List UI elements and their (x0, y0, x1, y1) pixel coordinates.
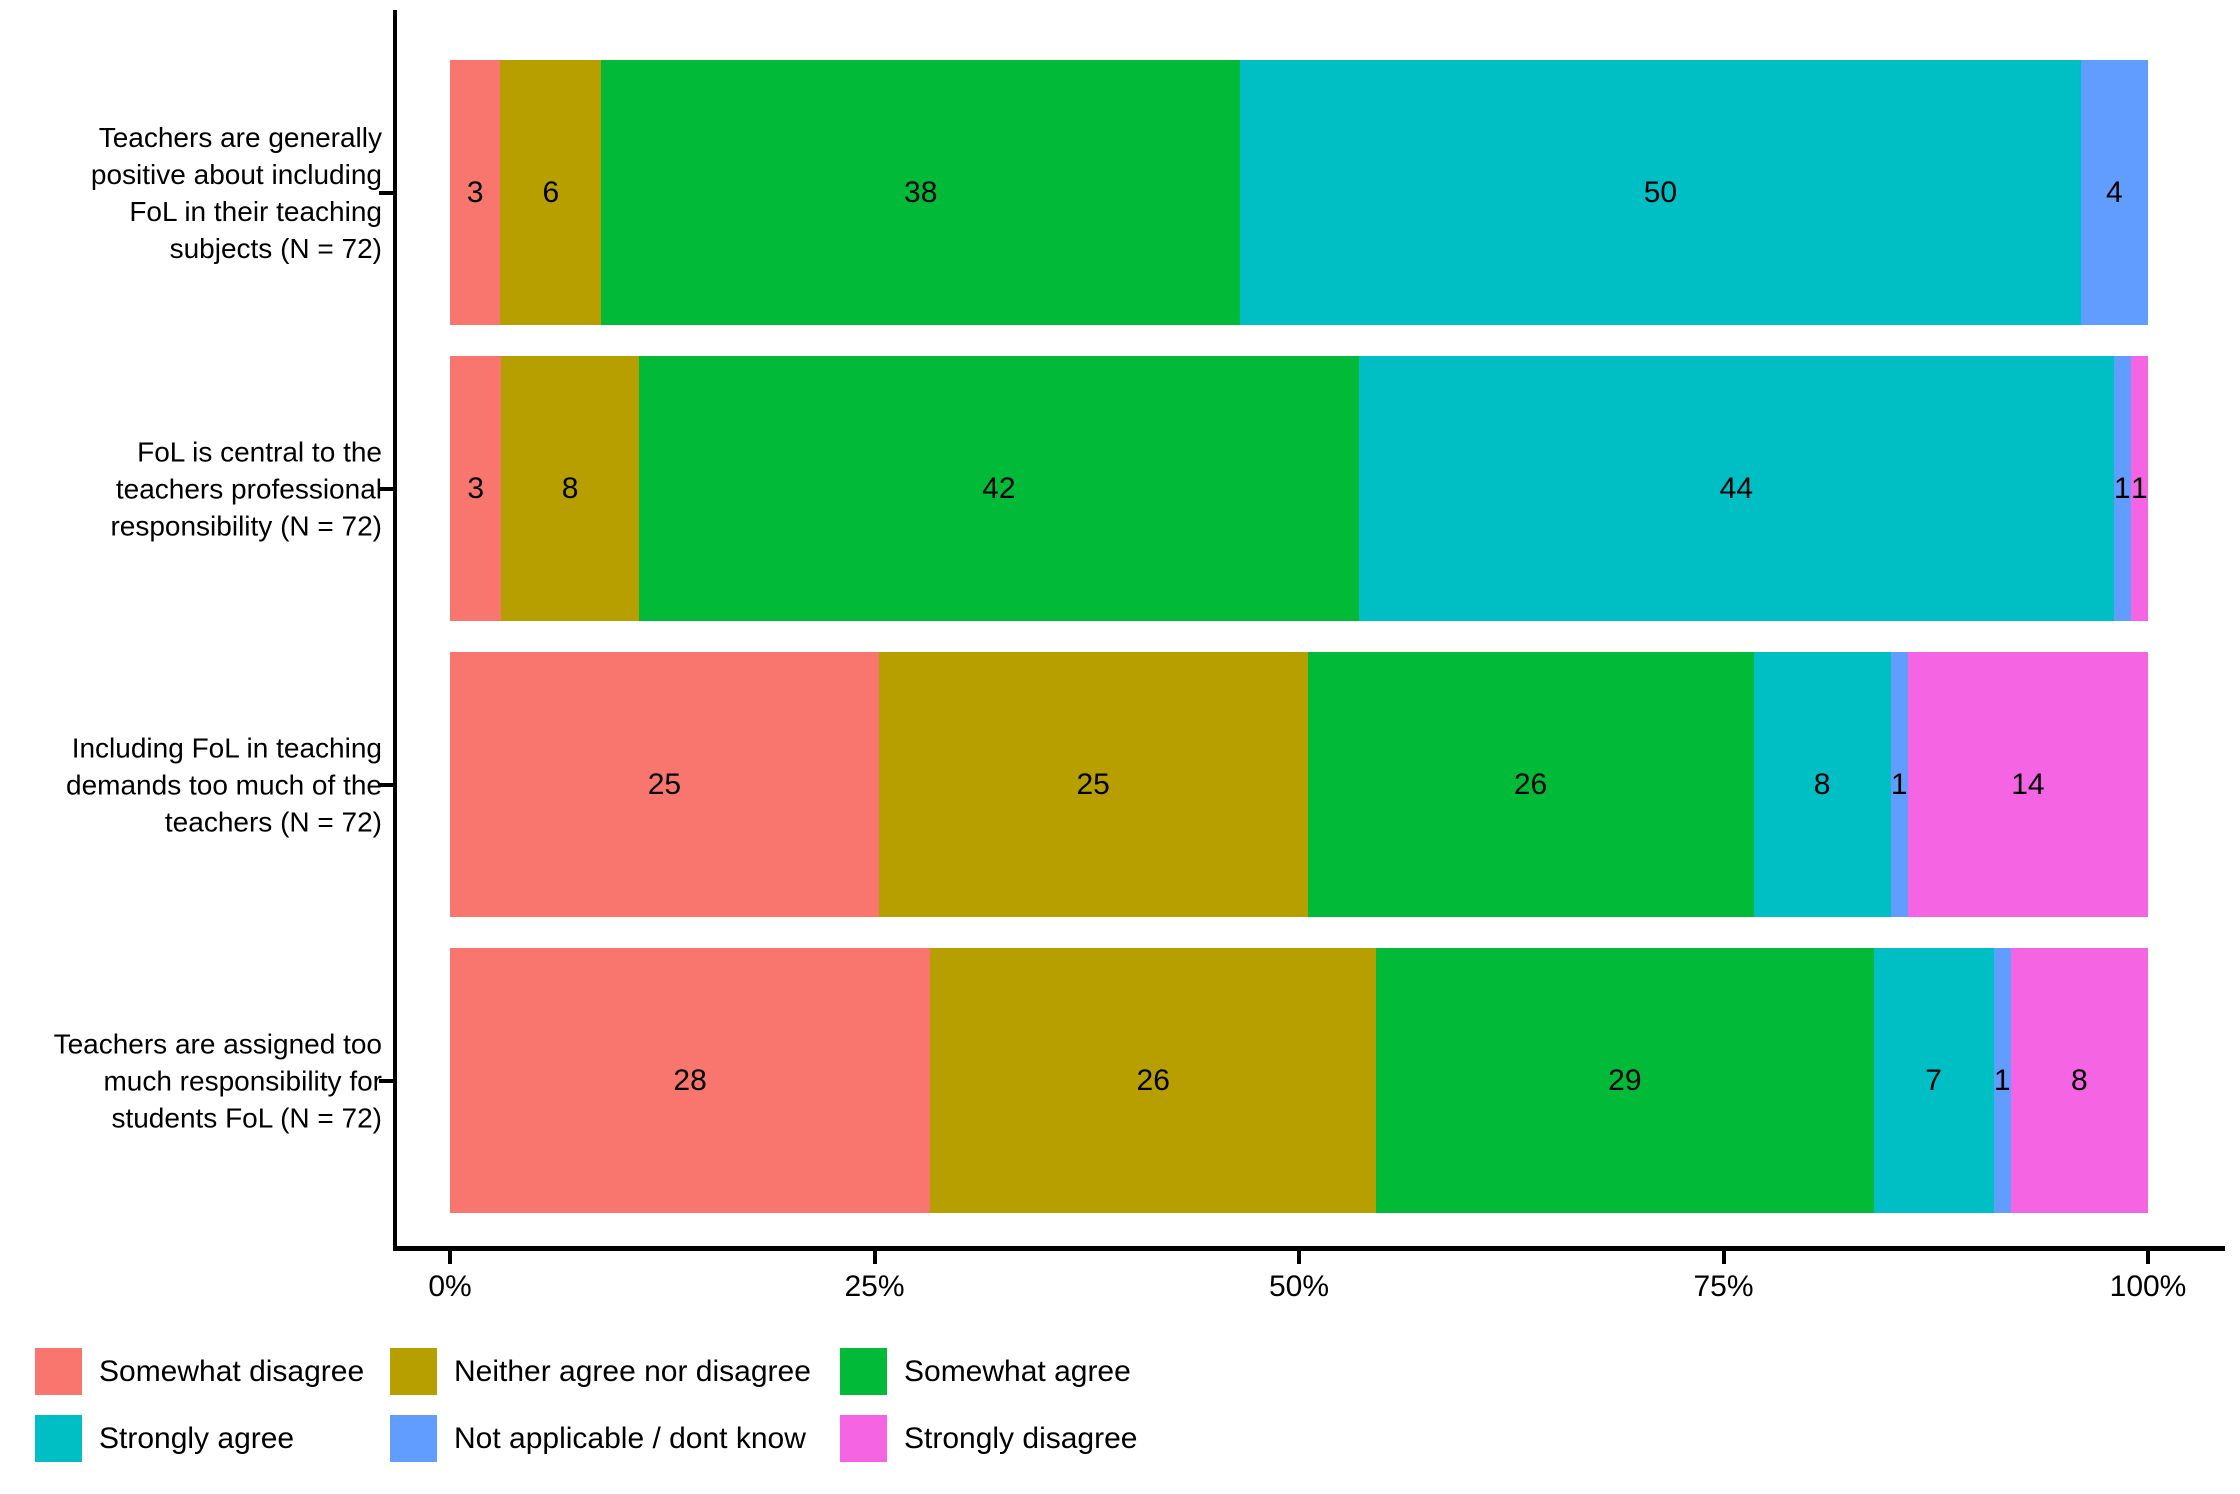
legend-item: Strongly disagree (840, 1415, 1137, 1462)
x-tick (2146, 1251, 2150, 1264)
bar-segment: 1 (2130, 356, 2148, 621)
bar-segment: 4 (2080, 60, 2148, 325)
segment-value-label: 1 (2131, 471, 2148, 505)
category-label: Teachers are generally positive about in… (90, 121, 382, 264)
bar-segment: 38 (601, 60, 1241, 325)
legend-color-swatch (390, 1415, 437, 1462)
segment-value-label: 4 (2105, 175, 2123, 209)
legend-color-swatch (390, 1348, 437, 1395)
segment-value-label: 1 (1993, 1063, 2011, 1097)
segment-value-label: 29 (1608, 1063, 1642, 1097)
segment-value-label: 14 (2011, 767, 2045, 801)
bar-segment: 28 (450, 948, 931, 1213)
bar-segment: 26 (930, 948, 1377, 1213)
category-label: Teachers are assigned too much responsib… (53, 1028, 382, 1133)
x-tick (872, 1251, 877, 1264)
legend-label: Not applicable / dont know (454, 1421, 806, 1455)
bar-row: 28 26 29 7 1 8 (450, 948, 2148, 1213)
bar-row: 25 25 26 8 1 14 (450, 652, 2148, 917)
x-tick (1297, 1251, 1301, 1264)
legend-label: Strongly agree (99, 1421, 295, 1455)
x-tick (448, 1251, 452, 1264)
legend-item: Not applicable / dont know (390, 1415, 806, 1462)
y-tick (379, 190, 393, 195)
segment-value-label: 28 (673, 1063, 707, 1097)
legend-color-swatch (840, 1415, 887, 1462)
x-tick (1721, 1251, 1726, 1264)
bar-segment: 26 (1307, 652, 1754, 917)
legend-color-swatch (35, 1415, 82, 1462)
y-axis-line (393, 10, 397, 1251)
legend-color-swatch (35, 1348, 82, 1395)
x-tick-label: 100% (2109, 1270, 2187, 1303)
category-label: FoL is central to the teachers professio… (110, 436, 382, 541)
legend-label: Neither agree nor disagree (454, 1354, 811, 1388)
segment-value-label: 26 (1136, 1063, 1170, 1097)
bar-row: 3 6 38 50 4 (450, 60, 2148, 325)
legend-item: Strongly agree (35, 1415, 294, 1462)
x-tick-label: 0% (428, 1270, 472, 1303)
legend-item: Somewhat agree (840, 1348, 1131, 1395)
segment-value-label: 8 (1813, 767, 1831, 801)
legend-color-swatch (840, 1348, 887, 1395)
segment-value-label: 25 (647, 767, 682, 801)
bar-segment: 8 (2010, 948, 2148, 1213)
legend-label: Somewhat disagree (99, 1354, 365, 1388)
bar-segment: 42 (638, 356, 1360, 621)
segment-value-label: 8 (561, 471, 579, 505)
bar-segment: 1 (1890, 652, 1908, 917)
y-tick (379, 1078, 393, 1083)
segment-value-label: 44 (1719, 471, 1754, 505)
x-tick-label: 75% (1693, 1270, 1754, 1303)
segment-value-label: 42 (982, 471, 1016, 505)
bar-row: 3 8 42 44 1 1 (450, 356, 2148, 621)
bar-segment: 44 (1359, 356, 2114, 621)
bar-segment: 7 (1873, 948, 1994, 1213)
bar-segment: 3 (450, 356, 502, 621)
bar-segment: 1 (2113, 356, 2131, 621)
bar-segment: 1 (1993, 948, 2011, 1213)
x-tick-label: 25% (844, 1270, 905, 1303)
segment-value-label: 50 (1643, 175, 1678, 209)
bar-segment: 25 (450, 652, 879, 917)
legend-item: Neither agree nor disagree (390, 1348, 811, 1395)
y-tick (379, 782, 393, 787)
x-tick-label: 50% (1268, 1270, 1330, 1303)
bar-segment: 14 (1907, 652, 2148, 917)
bar-segment: 3 (450, 60, 501, 325)
segment-value-label: 6 (542, 175, 560, 209)
legend-label: Strongly disagree (904, 1421, 1138, 1455)
legend-label: Somewhat agree (904, 1354, 1131, 1388)
segment-value-label: 25 (1076, 767, 1110, 801)
segment-value-label: 8 (2071, 1063, 2088, 1097)
bar-segment: 8 (501, 356, 639, 621)
bar-segment: 6 (500, 60, 602, 325)
x-axis-line (393, 1246, 2225, 1251)
y-tick (379, 486, 393, 491)
segment-value-label: 3 (466, 175, 484, 209)
segment-value-label: 3 (467, 471, 485, 505)
bar-segment: 29 (1376, 948, 1874, 1213)
segment-value-label: 1 (2113, 471, 2131, 505)
segment-value-label: 1 (1890, 767, 1908, 801)
segment-value-label: 38 (904, 175, 938, 209)
bar-segment: 50 (1240, 60, 2081, 325)
legend-item: Somewhat disagree (35, 1348, 364, 1395)
segment-value-label: 7 (1925, 1063, 1942, 1097)
bar-segment: 25 (878, 652, 1308, 917)
category-label: Including FoL in teaching demands too mu… (66, 732, 382, 837)
bar-segment: 8 (1753, 652, 1891, 917)
segment-value-label: 26 (1513, 767, 1548, 801)
